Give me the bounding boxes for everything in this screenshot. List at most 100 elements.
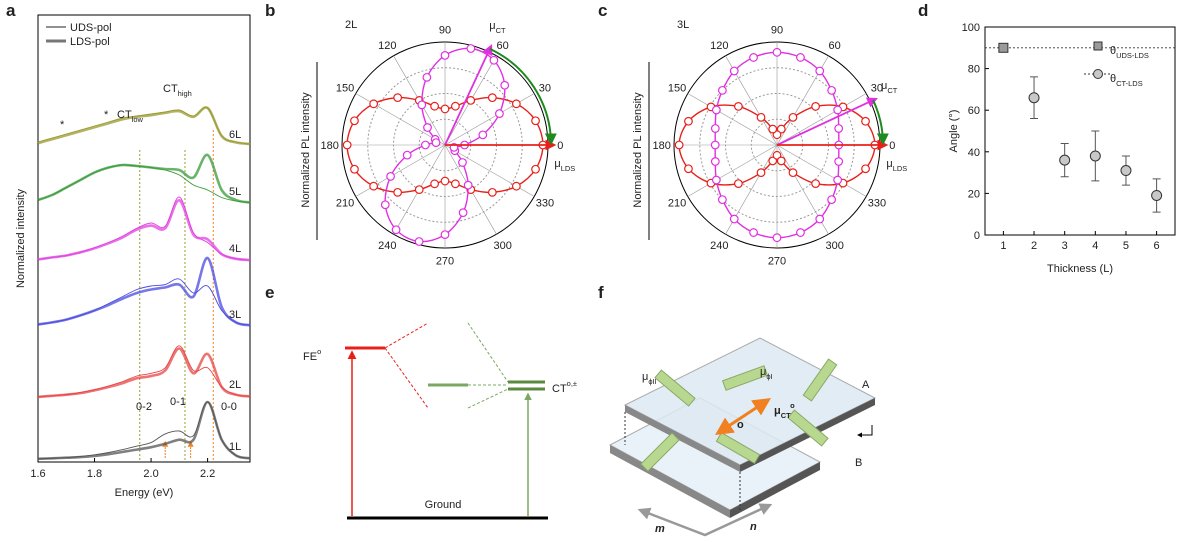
data-point: [811, 179, 821, 189]
x-tick-label: 1.6: [30, 468, 45, 480]
molecule: [721, 365, 769, 391]
data-point: [422, 72, 432, 82]
data-point: [717, 85, 727, 95]
data-point: [749, 228, 758, 237]
panel-label: 2L: [345, 19, 357, 31]
ct-dipole: [714, 398, 772, 435]
data-point: [833, 175, 843, 185]
data-point: [768, 156, 778, 166]
plate-edge: [610, 445, 730, 518]
y-tick-label: 100: [962, 22, 980, 34]
data-point: [710, 140, 720, 150]
theta-tick-label: 330: [868, 198, 886, 210]
label-main: μ: [554, 158, 560, 170]
dipole-label: μCT: [489, 20, 506, 35]
data-point: [450, 179, 460, 189]
panel-letter: a: [6, 1, 16, 20]
connector: [384, 322, 429, 409]
data-point: [768, 124, 778, 134]
vibronic-label: 0-0: [221, 401, 237, 413]
label-sub: UDS-LDS: [1116, 51, 1149, 60]
layer-label: 3L: [229, 309, 241, 321]
level-label: Ground: [425, 499, 462, 511]
axis-label: m: [655, 523, 665, 535]
theta-tick-label: 120: [378, 40, 396, 52]
legend-label: UDS-pol: [70, 22, 112, 34]
data-point: [414, 185, 424, 195]
dipole-label: μϕI: [760, 366, 773, 381]
panel-letter: f: [598, 283, 604, 302]
y-axis-label: Angle (°): [948, 110, 960, 153]
data-point: [440, 104, 450, 114]
angle-arc: [872, 99, 889, 146]
spoke: [776, 144, 867, 197]
plate-edge: [740, 398, 875, 472]
data-point: [710, 157, 720, 166]
plate-label: B: [855, 457, 862, 469]
data-point: [776, 124, 786, 134]
label-main: μ: [642, 371, 648, 383]
lds-spectrum: [37, 347, 251, 399]
r-axis-label: Normalized PL intensity: [632, 92, 644, 208]
y-tick-label: 0: [974, 230, 980, 242]
label-sub: CT: [781, 411, 791, 420]
uds-spectrum: [37, 164, 251, 203]
label-sub: ϕII: [648, 377, 656, 386]
data-point: [788, 112, 798, 122]
data-point: [511, 181, 521, 191]
data-point: [749, 53, 758, 62]
y-tick-label: 40: [968, 147, 980, 159]
theta-tick-label: 60: [829, 40, 841, 52]
label-main: FE: [303, 351, 317, 363]
data-point: [531, 164, 540, 174]
annotation: CThigh: [163, 83, 192, 98]
label-sub: LDS: [561, 164, 576, 173]
label-main: θ: [1110, 73, 1116, 85]
data-point: [417, 100, 427, 110]
data-point: [827, 85, 837, 95]
x-tick-label: 5: [1123, 240, 1129, 252]
marker: [998, 42, 1009, 53]
data-point: [431, 138, 441, 148]
label-main: μ: [489, 20, 495, 32]
data-point: [500, 80, 510, 90]
spoke: [776, 93, 867, 146]
theta-tick-label: 0: [889, 140, 895, 152]
center-label: o: [737, 419, 744, 431]
data-point: [350, 164, 359, 174]
axes-arrows: [637, 503, 773, 537]
legend-marker: [1093, 41, 1103, 51]
y-tick-label: 60: [968, 105, 980, 117]
data-point: [834, 157, 844, 166]
plate-label: A: [862, 379, 870, 391]
data-point: [393, 187, 403, 197]
molecule: [802, 358, 838, 402]
x-tick-label: 3: [1062, 240, 1068, 252]
data-point: [386, 172, 395, 181]
data-point: [380, 200, 390, 210]
data-point: [369, 181, 379, 191]
theta-tick-label: 270: [436, 255, 454, 267]
x-axis-label: Energy (eV): [115, 487, 174, 499]
data-point: [674, 140, 684, 150]
theta-tick-label: 150: [668, 82, 686, 94]
label-sub: ϕI: [766, 372, 772, 381]
label-sup: o: [790, 401, 795, 410]
data-point: [478, 130, 488, 140]
data-point: [827, 195, 837, 205]
uds-spectrum: [37, 196, 251, 261]
data-point: [772, 150, 782, 160]
energy-diagram: [345, 321, 548, 520]
theta-tick-label: 300: [494, 240, 512, 252]
vibronic-label: 0-1: [170, 396, 186, 408]
layer-label: 2L: [229, 379, 241, 391]
label-sub: CT-LDS: [1116, 79, 1143, 88]
label-main: μ: [760, 366, 766, 378]
level-label: FEo: [303, 347, 321, 363]
theta-tick-label: 240: [378, 240, 396, 252]
theta-tick-label: 90: [771, 25, 783, 37]
stacking-diagram: [608, 337, 877, 537]
spoke: [687, 93, 778, 146]
dipole-label: μϕII: [642, 371, 657, 386]
